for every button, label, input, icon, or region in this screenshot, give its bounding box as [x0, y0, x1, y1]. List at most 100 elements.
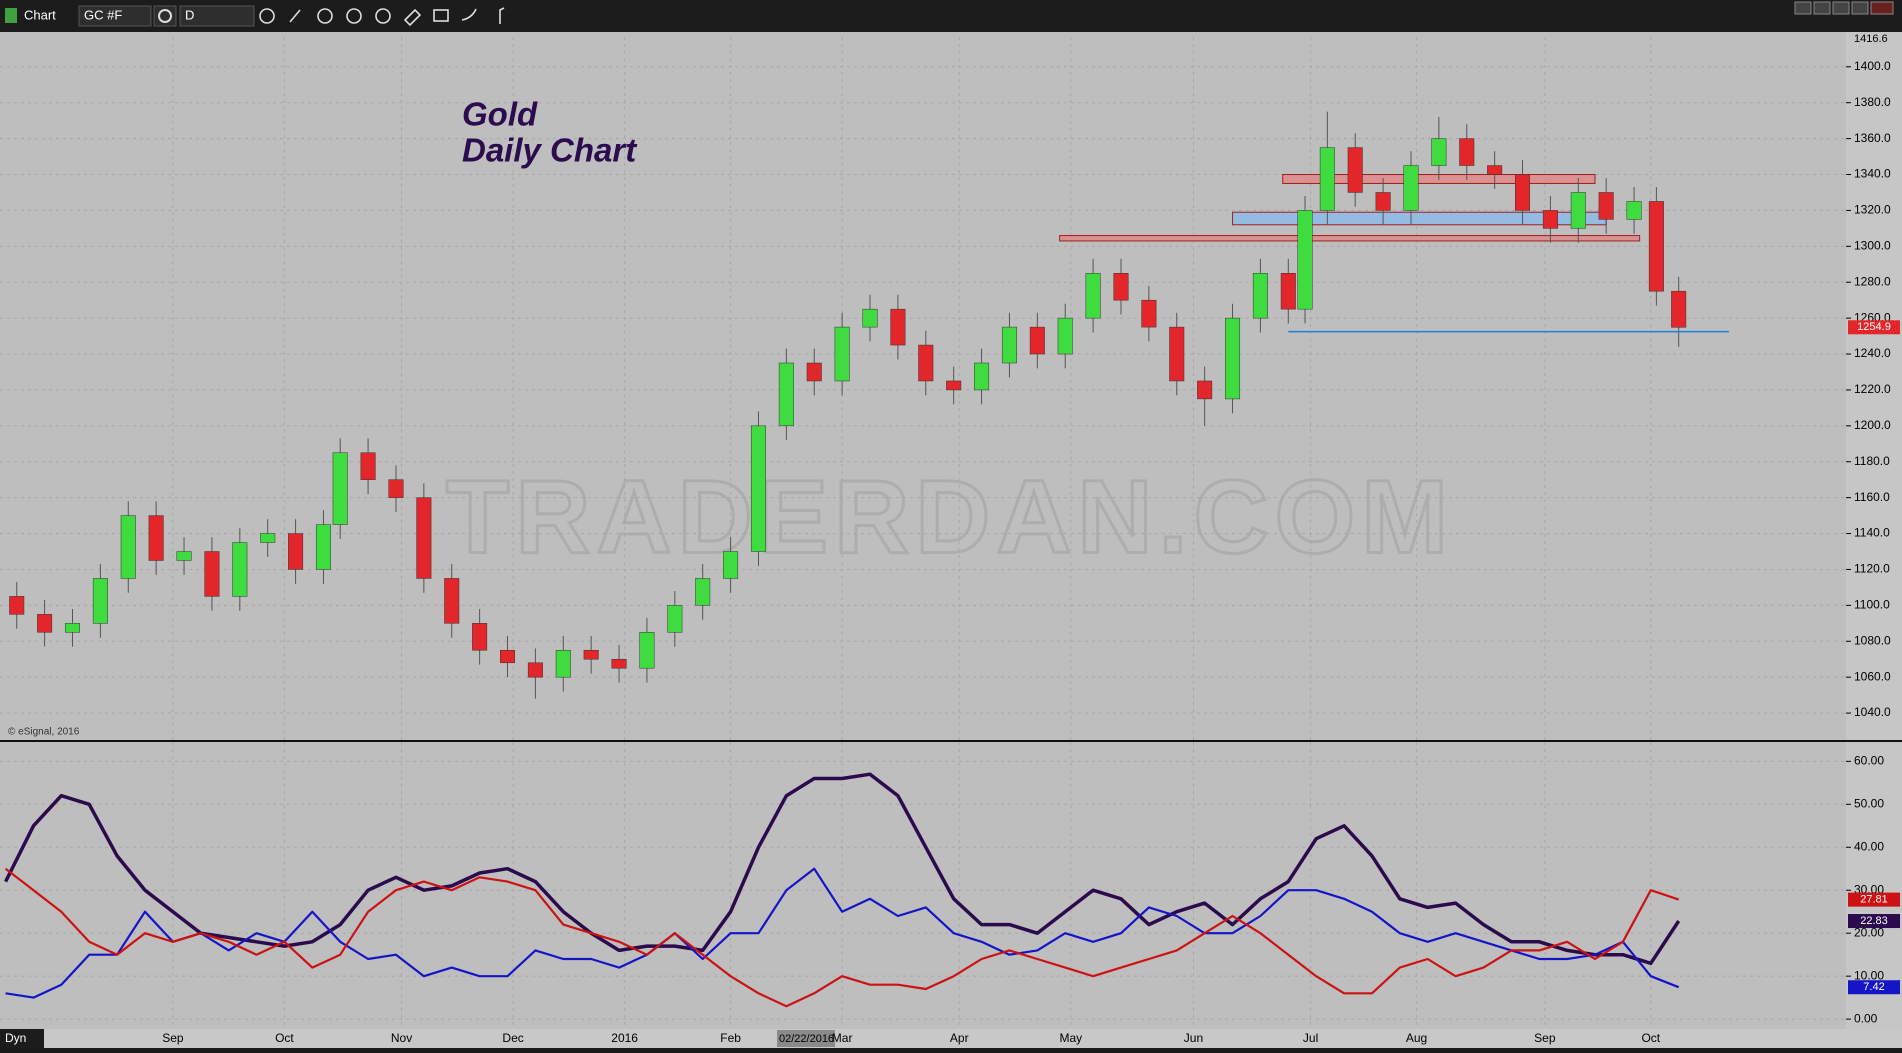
pencil-button[interactable] — [289, 9, 301, 23]
x-tick-label: Apr — [950, 1031, 969, 1045]
candle-body — [778, 362, 794, 427]
mode-box[interactable] — [0, 1029, 44, 1048]
candle-body — [232, 542, 248, 597]
candle-body — [555, 649, 571, 678]
minimize-button[interactable] — [1832, 1, 1850, 15]
candle-body — [444, 578, 460, 624]
candle-body — [806, 362, 822, 382]
y-tick-label: 1320.0 — [1854, 203, 1891, 217]
cycle-button[interactable] — [375, 8, 391, 24]
x-tick-label: Mar — [832, 1031, 853, 1045]
y-tick-label: 1160.0 — [1854, 490, 1890, 504]
refresh-button[interactable] — [317, 8, 333, 24]
x-tick-label: Aug — [1406, 1031, 1427, 1045]
chart-subtitle: Daily Chart — [462, 132, 638, 169]
candle-body — [9, 596, 25, 615]
y-tick-label: 1140.0 — [1854, 526, 1890, 540]
candle-body — [611, 658, 627, 669]
help-button[interactable] — [1794, 1, 1812, 15]
candle-body — [890, 308, 906, 346]
candle-body — [1085, 272, 1101, 319]
maximize-button[interactable] — [1851, 1, 1869, 15]
candle-body — [260, 533, 276, 543]
candle-body — [500, 649, 516, 664]
x-tick-label: Jun — [1184, 1031, 1203, 1045]
y-tick-label: 1180.0 — [1854, 454, 1890, 468]
candle-body — [1403, 165, 1419, 211]
twitter-button[interactable] — [461, 8, 477, 21]
time-axis — [0, 1029, 1902, 1048]
last-price-box — [1848, 320, 1900, 335]
y-tick-label: 0.00 — [1854, 1011, 1878, 1025]
value-label: 22.83 — [1860, 915, 1888, 927]
erase-button[interactable] — [403, 8, 422, 27]
play-button[interactable] — [346, 8, 362, 24]
mode[interactable]: Dyn — [5, 1031, 26, 1045]
y-tick-label: 1360.0 — [1854, 131, 1891, 145]
settings-button[interactable] — [153, 5, 177, 27]
y-tick-label: 1220.0 — [1854, 382, 1891, 396]
y-tick-label: 10.00 — [1854, 968, 1884, 982]
chart-title: Gold — [462, 96, 538, 133]
value-box — [1848, 914, 1900, 929]
interval-box[interactable] — [179, 5, 255, 27]
indicator-line — [4, 867, 1680, 1008]
candle-body — [667, 605, 683, 633]
candle-body — [1648, 201, 1664, 292]
candle-body — [750, 425, 766, 552]
facebook-button[interactable] — [499, 7, 505, 24]
value-box — [1848, 980, 1900, 995]
candle-body — [1431, 138, 1447, 166]
candle-body — [148, 515, 164, 561]
y-tick-label: 1060.0 — [1854, 669, 1891, 683]
candle-body — [1542, 210, 1558, 229]
clock-button[interactable] — [259, 8, 275, 24]
window-buttons — [1794, 1, 1894, 15]
candle-body — [332, 452, 348, 525]
candle-body — [1347, 147, 1363, 193]
candle-body — [1487, 165, 1503, 175]
candle-body — [388, 479, 404, 498]
y-tick-label: 1300.0 — [1854, 238, 1891, 252]
plot-layer — [0, 37, 1846, 1029]
candle-body — [315, 524, 331, 570]
last-price: 1254.9 — [1857, 321, 1891, 333]
candle-body — [1197, 380, 1213, 400]
candle-body — [37, 614, 53, 633]
symbol[interactable]: GC #F — [84, 7, 122, 22]
candle-body — [92, 578, 108, 624]
symbol-box[interactable] — [78, 5, 152, 27]
candle-body — [1671, 290, 1687, 328]
y-tick-label: 20.00 — [1854, 925, 1884, 939]
interval[interactable]: D — [185, 7, 194, 22]
close-button[interactable] — [1870, 1, 1894, 15]
candle-body — [639, 632, 655, 669]
candle-body — [862, 308, 878, 328]
settings-icon — [158, 9, 172, 23]
zone — [1059, 235, 1641, 242]
candle-body — [1515, 174, 1531, 211]
copyright: © eSignal, 2016 — [8, 727, 80, 738]
candle-body — [472, 623, 488, 651]
candle-body — [204, 551, 220, 597]
restore-button[interactable] — [1813, 1, 1831, 15]
candle-body — [1252, 272, 1268, 319]
app-icon — [5, 8, 17, 23]
y-tick-label: 1280.0 — [1854, 274, 1891, 288]
x-tick-label: Dec — [502, 1031, 523, 1045]
cursor-date-box — [777, 1030, 835, 1047]
cursor-date: 02/22/2016 — [779, 1033, 834, 1045]
candle-body — [583, 649, 599, 660]
candle-body — [360, 452, 376, 480]
candle-body — [1375, 192, 1391, 211]
y-tick-label: 1120.0 — [1854, 562, 1890, 576]
candle-body — [1001, 326, 1017, 364]
candle-body — [120, 515, 136, 579]
candle-body — [723, 551, 739, 579]
candle-body — [1113, 272, 1129, 301]
value-label: 27.81 — [1860, 894, 1888, 906]
note-button[interactable] — [433, 9, 449, 22]
candle-body — [1169, 326, 1185, 382]
y-tick-label: 1100.0 — [1854, 598, 1890, 612]
